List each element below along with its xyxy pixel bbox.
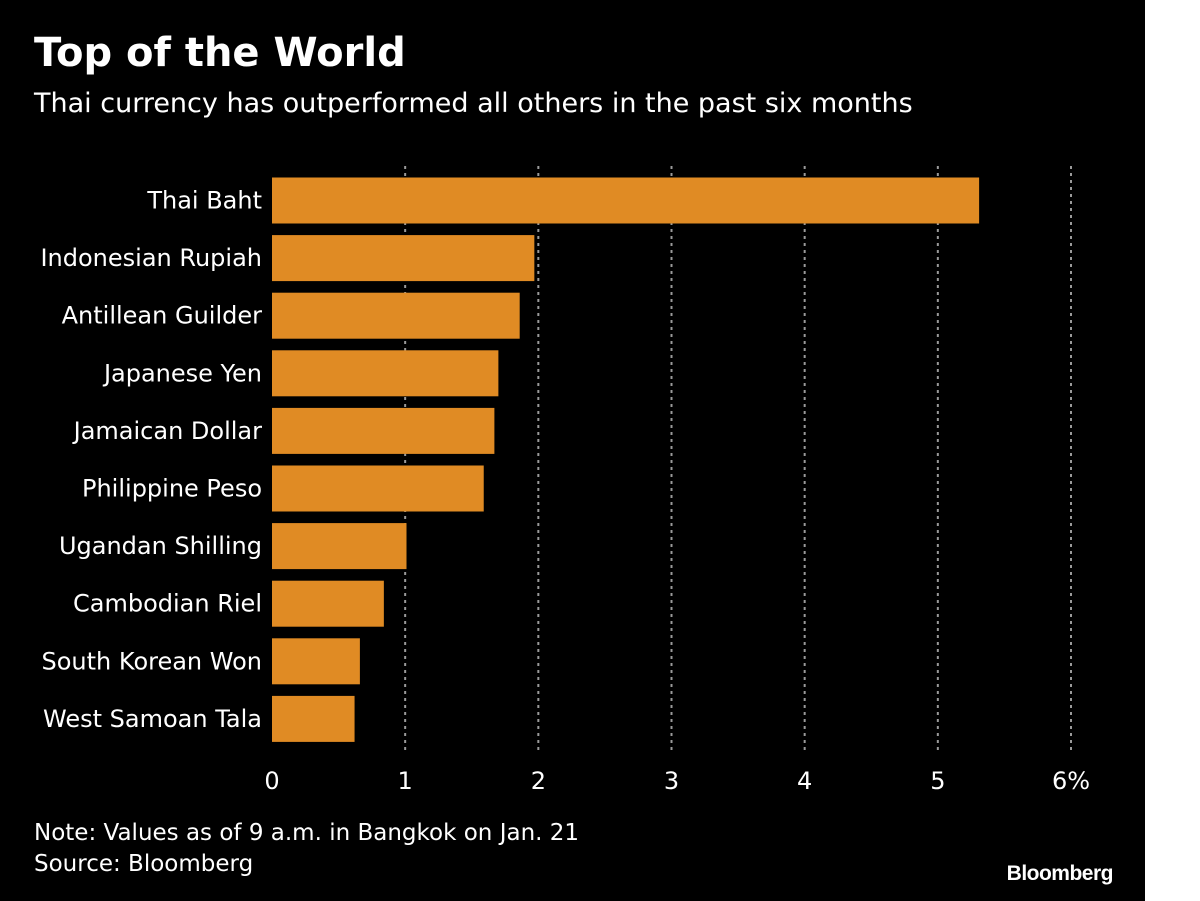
bar <box>272 523 407 570</box>
bar <box>272 580 384 627</box>
x-tick-label: 5 <box>930 767 945 795</box>
x-tick-label: 0 <box>264 767 279 795</box>
chart-panel: Top of the World Thai currency has outpe… <box>0 0 1145 901</box>
chart-note: Note: Values as of 9 a.m. in Bangkok on … <box>34 820 580 846</box>
x-tick-label: 4 <box>797 767 812 795</box>
bar <box>272 465 484 512</box>
chart-subtitle: Thai currency has outperformed all other… <box>34 88 913 119</box>
category-label: Ugandan Shilling <box>59 532 262 560</box>
category-label: Indonesian Rupiah <box>40 244 262 272</box>
chart-title: Top of the World <box>34 30 406 76</box>
bar <box>272 292 520 339</box>
bar <box>272 407 495 454</box>
category-label: Antillean Guilder <box>62 302 263 330</box>
category-label: West Samoan Tala <box>43 705 262 733</box>
category-label: Philippine Peso <box>82 475 262 503</box>
category-label: Thai Baht <box>146 187 262 215</box>
category-label: South Korean Won <box>42 647 262 675</box>
category-labels: Thai Baht Indonesian Rupiah Antillean Guil… <box>40 187 262 733</box>
x-tick-label: 6% <box>1052 767 1090 795</box>
bar <box>272 235 535 282</box>
bar <box>272 177 980 224</box>
category-label: Jamaican Dollar <box>72 417 262 445</box>
x-tick-label: 2 <box>531 767 546 795</box>
x-tick-label: 3 <box>664 767 679 795</box>
bar <box>272 350 499 397</box>
bar <box>272 638 360 685</box>
category-label: Japanese Yen <box>102 359 262 387</box>
bar-chart: Thai Baht Indonesian Rupiah Antillean Guil… <box>40 166 1090 795</box>
category-label: Cambodian Riel <box>73 590 262 618</box>
x-tick-label: 1 <box>398 767 413 795</box>
chart-source: Source: Bloomberg <box>34 851 254 877</box>
bars <box>272 177 980 742</box>
x-axis-ticks: 0 1 2 3 4 5 6% <box>264 767 1090 795</box>
bloomberg-logo: Bloomberg <box>1006 862 1114 885</box>
bar <box>272 695 355 742</box>
